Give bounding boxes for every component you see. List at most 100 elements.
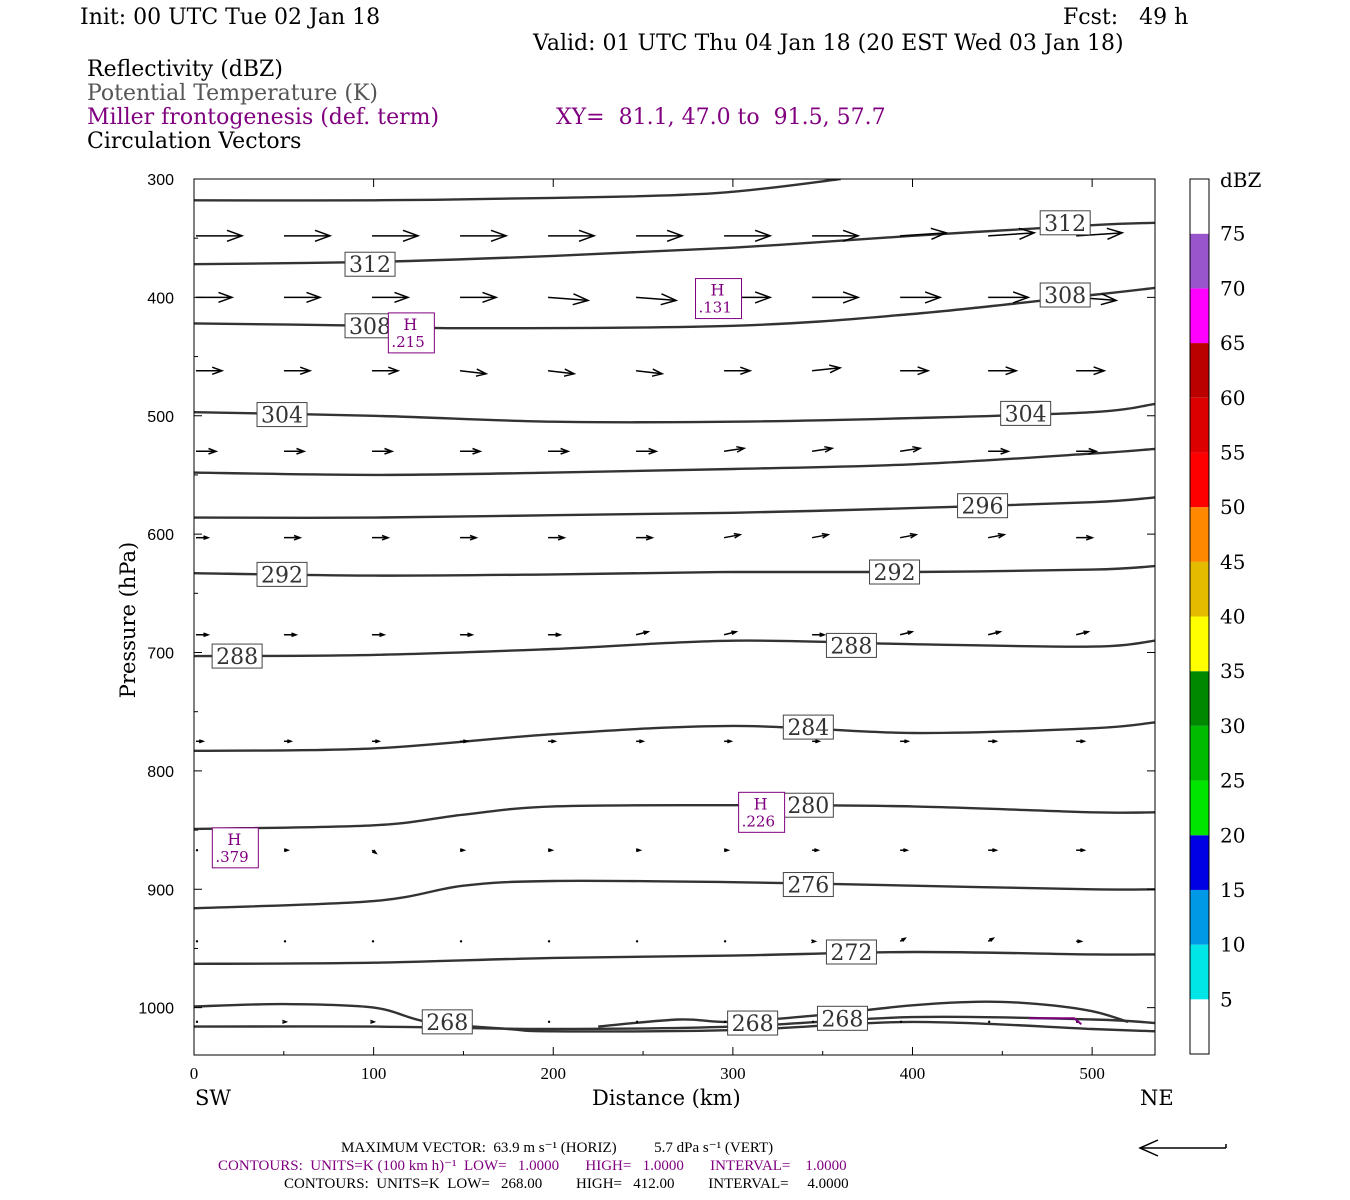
fronto-max-label: H [754, 794, 768, 813]
colorbar-label: 40 [1220, 605, 1245, 629]
circulation-vector [548, 293, 591, 306]
theta-contour-label: 292 [256, 561, 308, 588]
circulation-vector [724, 739, 734, 744]
vector-head [651, 368, 665, 377]
colorbar-swatch [1190, 343, 1209, 398]
vector-head [1005, 366, 1019, 376]
colorbar-swatch [1190, 507, 1209, 562]
colorbar-label: 75 [1220, 222, 1245, 246]
fronto-max-box [387, 312, 435, 354]
theta-label-box [256, 402, 308, 428]
theta-label-box [1039, 282, 1091, 308]
vector-shaft [635, 370, 663, 375]
cross-section-endpoints: XY= 81.1, 47.0 to 91.5, 57.7 [556, 105, 886, 130]
circulation-vector [284, 291, 323, 304]
theta-label-box [816, 1005, 868, 1031]
x-tick-label: 400 [900, 1064, 926, 1083]
vector-head [819, 632, 827, 638]
theta-label-box [421, 1009, 473, 1035]
frontogenesis-max: H.131 [695, 278, 743, 320]
x-tick-label: 200 [541, 1064, 567, 1083]
circulation-vector [284, 366, 313, 376]
theta-contour-292 [194, 564, 1155, 577]
theta-label-text: 292 [261, 563, 303, 588]
fronto-max-value: .379 [215, 848, 248, 866]
circulation-vector [724, 229, 773, 243]
theta-label-box [1039, 210, 1091, 236]
vector-shaft [988, 232, 1035, 237]
theta-contour-268 [194, 1002, 1155, 1033]
plot-frame [193, 178, 1156, 1056]
circulation-vector [988, 447, 1011, 455]
vector-head [198, 739, 206, 744]
vector-head [904, 739, 911, 744]
x-axis-title: Distance (km) [592, 1086, 741, 1110]
vector-head [381, 534, 391, 541]
circulation-vector [284, 739, 294, 744]
theta-contour-label: 292 [869, 559, 921, 586]
vector-head [282, 1019, 289, 1024]
theta-contour-280 [194, 803, 1155, 831]
vector-head [924, 291, 943, 304]
colorbar-swatch [1190, 780, 1209, 836]
circulation-vector [460, 229, 509, 243]
vector-shaft [548, 296, 589, 302]
theta-contour-label: 272 [825, 939, 877, 966]
vector-shaft [811, 533, 829, 539]
circulation-vector [548, 632, 563, 638]
theta-contour-label: 308 [1039, 282, 1091, 309]
theta-contour-label: 268 [727, 1010, 779, 1037]
circulation-vector [196, 632, 211, 638]
circulation-vector [723, 940, 727, 943]
vector-head [472, 447, 483, 455]
colorbar-label: 20 [1220, 823, 1245, 847]
circulation-vector [460, 632, 475, 638]
circulation-vector [372, 447, 395, 455]
circulation-vector [1076, 534, 1095, 541]
y-tick-label: 300 [147, 172, 174, 189]
vector-head [218, 291, 235, 304]
field-frontogenesis: Miller frontogenesis (def. term) [87, 105, 440, 130]
vector-head [842, 229, 861, 243]
vector-head [814, 848, 821, 853]
theta-contour-308 [194, 286, 1155, 330]
theta-contour-272 [194, 950, 1155, 965]
vector-head [992, 848, 999, 853]
circulation-vector [636, 534, 655, 541]
theta-label-box [957, 493, 1009, 519]
fronto-max-box [211, 827, 259, 869]
reference-vector-head [1138, 1139, 1159, 1157]
circulation-vector [548, 447, 571, 455]
theta-label-box [782, 792, 834, 818]
vector-head [740, 366, 753, 376]
vector-head [1077, 939, 1084, 944]
circulation-vector [460, 447, 483, 455]
vector-head [1080, 848, 1087, 853]
vector-shaft [899, 533, 917, 539]
theta-contour-label: 276 [782, 872, 834, 899]
vector-head [287, 739, 294, 744]
circulation-vector [636, 293, 679, 306]
vector-head [754, 291, 773, 304]
circulation-vector [812, 848, 821, 853]
circulation-vector [724, 366, 753, 376]
y-tick-label: 400 [147, 290, 174, 307]
theta-label-text: 304 [1005, 402, 1047, 427]
circulation-vector [987, 630, 1003, 636]
vector-head [1085, 534, 1095, 541]
vector-head [829, 364, 843, 374]
circulation-vector [460, 534, 479, 541]
colorbar-swatch [1190, 233, 1209, 289]
vector-head [1088, 447, 1099, 455]
vector-head [563, 368, 577, 377]
colorbar-label: 35 [1220, 659, 1245, 683]
theta-label-box [211, 643, 263, 669]
colorbar-label: 55 [1220, 440, 1245, 464]
y-tick-label: 1000 [138, 1001, 174, 1018]
circulation-vector [723, 1020, 727, 1024]
vector-head [1093, 366, 1107, 376]
theta-contour-296 [194, 496, 1155, 519]
theta-label-text: 292 [874, 561, 916, 586]
circulation-vector [988, 739, 999, 744]
